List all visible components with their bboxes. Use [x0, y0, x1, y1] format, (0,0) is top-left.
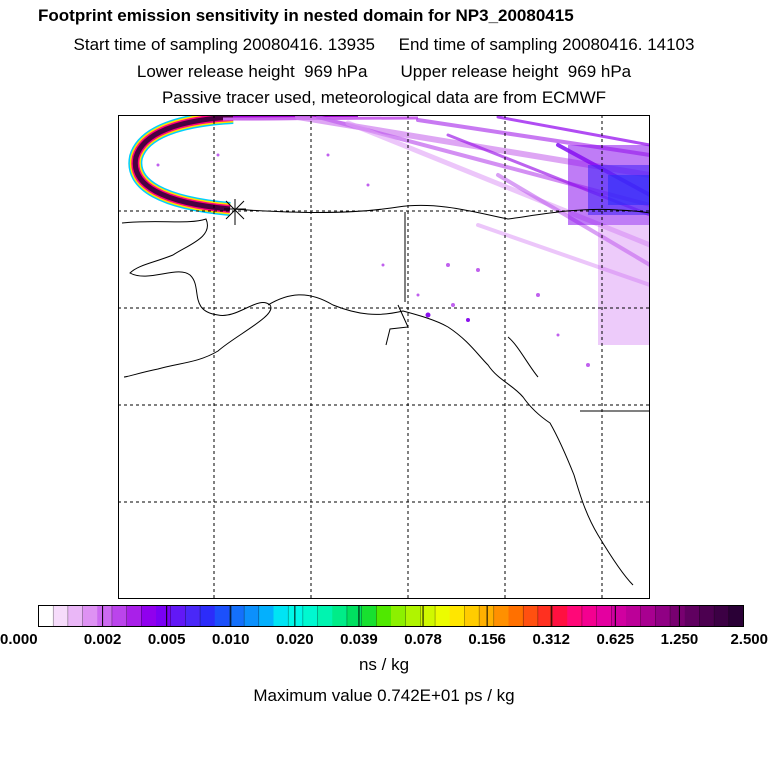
colorbar-cell — [655, 605, 671, 627]
colorbar-cell — [508, 605, 524, 627]
colorbar-cell — [67, 605, 83, 627]
colorbar-cell — [111, 605, 127, 627]
colorbar-cell — [493, 605, 509, 627]
colorbar-tick-label: 0.039 — [340, 631, 378, 648]
colorbar-cell — [258, 605, 274, 627]
colorbar-cell — [244, 605, 260, 627]
colorbar-cell — [156, 605, 171, 627]
colorbar-tick-label: 0.078 — [404, 631, 442, 648]
maximum-value-label: Maximum value 0.742E+01 ps / kg — [253, 686, 515, 705]
colorbar-cell — [288, 605, 304, 627]
colorbar-cell — [391, 605, 406, 627]
colorbar-cell — [273, 605, 289, 627]
colorbar-tick-label: 0.625 — [597, 631, 635, 648]
colorbar-cell — [126, 605, 142, 627]
colorbar-cell — [611, 605, 627, 627]
colorbar-tick-label: 0.156 — [468, 631, 506, 648]
colorbar-tick-label: 2.500 — [730, 631, 768, 648]
colorbar-cell — [53, 605, 69, 627]
colorbar-cell — [626, 605, 641, 627]
colorbar-cell — [464, 605, 480, 627]
upper-release-height: Upper release height 969 hPa — [400, 62, 632, 81]
colorbar-cell — [200, 605, 216, 627]
colorbar-tick-label: 0.312 — [532, 631, 570, 648]
colorbar-cell — [435, 605, 451, 627]
colorbar-cell — [361, 605, 377, 627]
colorbar-cell — [317, 605, 333, 627]
colorbar-cell — [376, 605, 392, 627]
colorbar-cell — [567, 605, 583, 627]
colorbar-cell — [82, 605, 98, 627]
release-location-marker — [224, 199, 246, 225]
colorbar-cell — [405, 605, 421, 627]
colorbar-cell — [684, 605, 700, 627]
colorbar-cell — [214, 605, 230, 627]
lower-release-height: Lower release height 969 hPa — [136, 62, 368, 81]
colorbar-cell — [302, 605, 318, 627]
colorbar-cell — [581, 605, 597, 627]
colorbar-cell — [523, 605, 539, 627]
colorbar-cell — [420, 605, 436, 627]
colorbar-tick-label: 0.010 — [212, 631, 250, 648]
colorbar-cell — [537, 605, 553, 627]
colorbar-cell — [185, 605, 201, 627]
map-frame — [118, 115, 650, 599]
colorbar-cells — [38, 605, 744, 627]
colorbar-cell — [449, 605, 465, 627]
colorbar-cell — [141, 605, 157, 627]
colorbar-cell — [97, 605, 113, 627]
colorbar-cell — [229, 605, 245, 627]
colorbar-tick-label: 0.005 — [148, 631, 186, 648]
colorbar-tick-label: 0.020 — [276, 631, 314, 648]
map-title: Footprint emission sensitivity in nested… — [38, 6, 574, 25]
footprint-map — [118, 115, 650, 599]
colorbar-tick-label: 0.000 — [0, 631, 38, 648]
colorbar-cell — [640, 605, 656, 627]
units-label: ns / kg — [358, 655, 410, 674]
tracer-info: Passive tracer used, meteorological data… — [161, 88, 607, 107]
emission-core — [568, 145, 650, 345]
colorbar-cell — [346, 605, 362, 627]
colorbar-cell — [170, 605, 186, 627]
colorbar-ticks: 0.000 0.002 0.005 0.010 0.020 0.039 0.078 0.156… — [0, 605, 768, 648]
release-heights: Lower release height 969 hPa Upper relea… — [0, 62, 768, 82]
start-time: Start time of sampling 20080416. 13935 — [73, 35, 376, 54]
emission-spots — [156, 153, 590, 367]
colorbar-tick-label: 1.250 — [661, 631, 699, 648]
map-grid — [118, 115, 650, 599]
colorbar-cell — [699, 605, 715, 627]
sampling-times: Start time of sampling 20080416. 13935 E… — [0, 35, 768, 55]
colorbar-cell — [596, 605, 612, 627]
colorbar-cell — [479, 605, 495, 627]
colorbar-cell — [38, 605, 54, 627]
colorbar-cell — [670, 605, 686, 627]
coastlines — [121, 204, 650, 586]
colorbar-tick-label: 0.002 — [84, 631, 122, 648]
colorbar: 0.000 0.002 0.005 0.010 0.020 0.039 0.078 0.156… — [0, 605, 768, 648]
colorbar-cell — [552, 605, 568, 627]
colorbar-cell — [728, 605, 744, 627]
end-time: End time of sampling 20080416. 14103 — [398, 35, 695, 54]
colorbar-cell — [714, 605, 730, 627]
colorbar-cell — [332, 605, 348, 627]
